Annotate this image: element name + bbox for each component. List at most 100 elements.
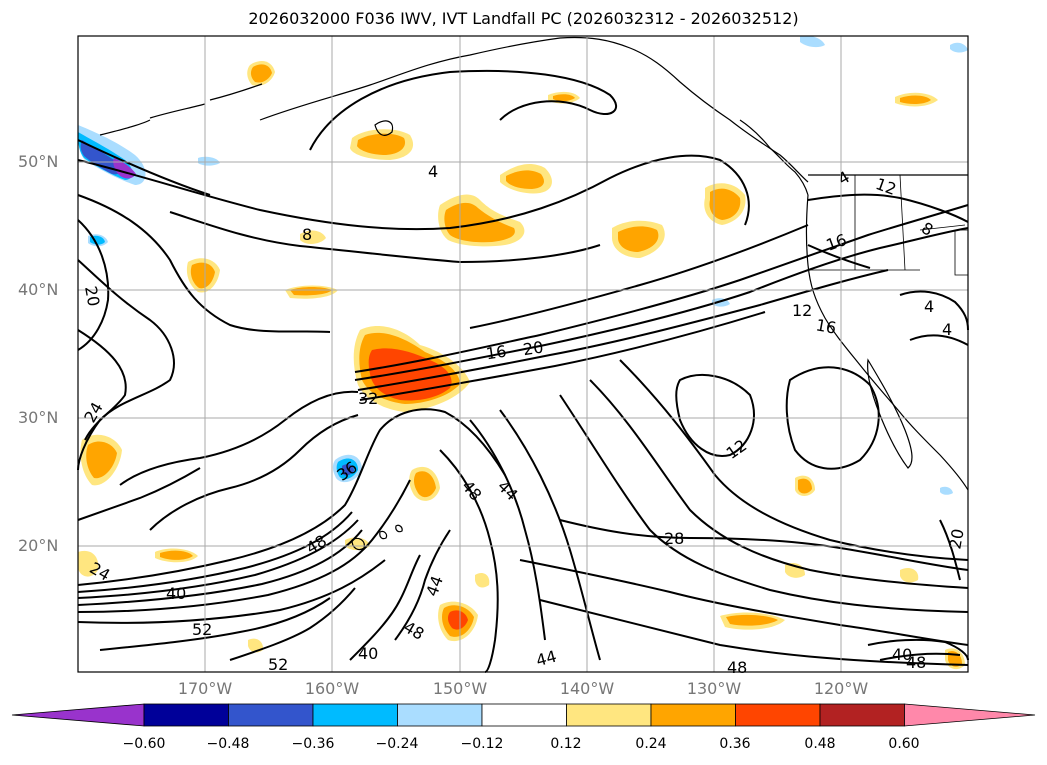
contour-label: 4 bbox=[924, 297, 934, 316]
contour-line bbox=[499, 409, 601, 661]
contour-label: 48 bbox=[727, 658, 747, 677]
contour-label: 16 bbox=[824, 230, 850, 255]
bc-coastline bbox=[739, 119, 809, 196]
contour-line bbox=[559, 394, 969, 613]
map-frame bbox=[77, 35, 969, 673]
contour-line bbox=[77, 479, 411, 613]
colorbar-tick: −0.12 bbox=[460, 736, 504, 752]
shading-layer bbox=[78, 35, 968, 670]
contour-line bbox=[867, 638, 969, 661]
map-plot: 4 8 20 16 20 32 36 48 44 48 24 40 52 52 … bbox=[77, 35, 969, 677]
shading-patch-tropics bbox=[78, 434, 965, 670]
contour-label: 40 bbox=[892, 645, 912, 664]
contour-label: 12 bbox=[792, 301, 812, 320]
contour-label: 16 bbox=[814, 315, 837, 337]
contour-label: 40 bbox=[166, 584, 186, 603]
contour-line bbox=[119, 390, 359, 486]
contour-line bbox=[77, 467, 201, 521]
contour-label: 44 bbox=[494, 477, 522, 505]
contour-label: 4 bbox=[835, 167, 853, 189]
map-title: 2026032000 F036 IWV, IVT Landfall PC (20… bbox=[248, 9, 799, 28]
contour-line bbox=[77, 154, 750, 231]
colorbar-segment bbox=[735, 703, 821, 727]
colorbar-segment bbox=[143, 703, 229, 727]
contour-line bbox=[807, 244, 871, 269]
lon-label-170w: 170°W bbox=[177, 679, 233, 698]
lon-label-120w: 120°W bbox=[813, 679, 869, 698]
contour-label: 52 bbox=[192, 620, 212, 639]
colorbar-tick: −0.48 bbox=[206, 736, 250, 752]
contour-line bbox=[394, 529, 451, 641]
contour-line bbox=[619, 359, 969, 561]
colorbar-tick: −0.60 bbox=[122, 736, 166, 752]
colorbar-segment bbox=[481, 703, 567, 727]
contour-label: 32 bbox=[358, 389, 378, 408]
contour-line bbox=[149, 414, 359, 531]
contour-line bbox=[77, 259, 175, 471]
colorbar-segment bbox=[312, 703, 398, 727]
colorbar-tick: 0.24 bbox=[635, 736, 667, 752]
contour-line bbox=[469, 419, 546, 641]
alaska-coastline bbox=[259, 36, 809, 183]
contour-label: 48 bbox=[458, 477, 486, 505]
lon-label-150w: 150°W bbox=[432, 679, 488, 698]
contour-line bbox=[589, 379, 969, 589]
contour-line bbox=[77, 559, 386, 624]
contour-line bbox=[229, 587, 356, 661]
contour-line bbox=[357, 269, 889, 391]
baja-california bbox=[867, 358, 913, 469]
colorbar-extend-max bbox=[904, 703, 1036, 727]
contour-label: 44 bbox=[534, 647, 559, 671]
contour-layer bbox=[77, 69, 969, 673]
contour-line bbox=[77, 519, 359, 599]
colorbar-tick: 0.12 bbox=[550, 736, 582, 752]
contour-label: 16 bbox=[485, 342, 508, 364]
colorbar bbox=[11, 703, 1036, 727]
contour-label: 52 bbox=[268, 655, 288, 674]
colorbar-tick: −0.36 bbox=[291, 736, 335, 752]
contour-line bbox=[77, 511, 353, 593]
contour-line bbox=[439, 449, 499, 673]
contour-line bbox=[785, 366, 880, 470]
contour-label: 8 bbox=[302, 225, 312, 244]
contour-line bbox=[77, 529, 363, 606]
contour-line bbox=[807, 193, 969, 223]
colorbar-tick: 0.36 bbox=[719, 736, 751, 752]
contour-label: 24 bbox=[80, 399, 107, 426]
contour-line bbox=[559, 519, 969, 571]
contour-line bbox=[879, 652, 961, 661]
contour-line bbox=[77, 139, 211, 196]
contour-line bbox=[77, 194, 331, 333]
contour-line bbox=[469, 224, 809, 329]
contour-line bbox=[899, 290, 969, 331]
colorbar-tick: 0.48 bbox=[804, 736, 836, 752]
contour-line bbox=[309, 69, 618, 151]
contour-label: 48 bbox=[400, 617, 427, 644]
contour-label: 8 bbox=[918, 218, 936, 240]
contour-line bbox=[519, 559, 969, 646]
contour-line bbox=[77, 408, 506, 586]
colorbar-segment bbox=[397, 703, 483, 727]
contour-label: 48 bbox=[906, 653, 926, 672]
contour-label: 40 bbox=[358, 644, 378, 663]
contour-line bbox=[77, 329, 127, 441]
lon-label-130w: 130°W bbox=[686, 679, 742, 698]
lat-label-20n: 20°N bbox=[18, 536, 59, 555]
colorbar-segment bbox=[650, 703, 736, 727]
contour-line bbox=[354, 227, 969, 381]
contour-line bbox=[349, 554, 421, 661]
shading-patch-north-pacific bbox=[186, 60, 938, 299]
contour-label: 20 bbox=[945, 527, 967, 550]
state-borders bbox=[808, 174, 968, 276]
contour-label: 4 bbox=[428, 162, 438, 181]
contour-line bbox=[909, 334, 969, 346]
contour-line bbox=[359, 311, 766, 401]
coastline-layer bbox=[99, 36, 969, 551]
contour-label: 28 bbox=[664, 529, 684, 548]
contour-label: 4 bbox=[942, 320, 952, 339]
lat-label-30n: 30°N bbox=[18, 408, 59, 427]
contour-label: 20 bbox=[81, 285, 103, 308]
contour-line bbox=[77, 219, 110, 351]
colorbar-segment bbox=[566, 703, 652, 727]
colorbar-segment bbox=[819, 703, 905, 727]
